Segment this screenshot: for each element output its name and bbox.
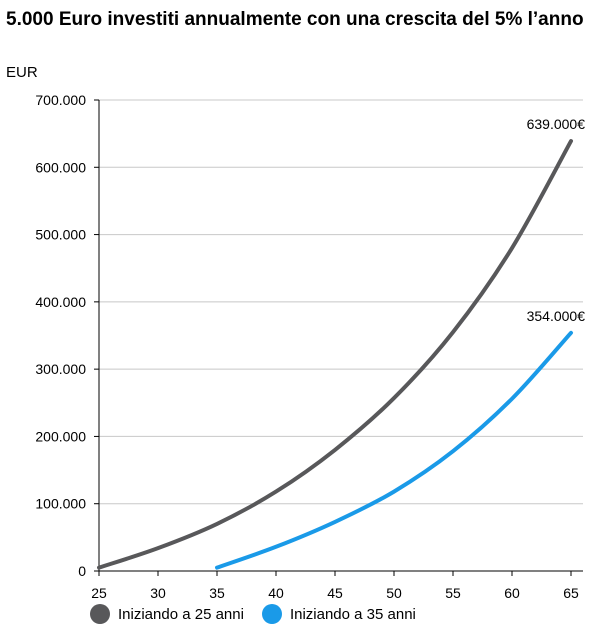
y-tick-label: 700.000 <box>35 92 86 108</box>
end-labels: 639.000€ 354.000€ <box>527 116 586 324</box>
end-value-label-1: 639.000€ <box>527 116 586 132</box>
legend: Iniziando a 25 anni Iniziando a 35 anni <box>90 604 434 624</box>
y-tick-label: 0 <box>78 563 86 579</box>
chart-title: 5.000 Euro investiti annualmente con una… <box>6 9 584 30</box>
y-tick-label: 400.000 <box>35 294 86 310</box>
x-tick-label: 50 <box>386 585 402 600</box>
line-chart: 0 100.000 200.000 300.000 400.000 500.000 600.… <box>35 92 586 600</box>
x-tick-label: 35 <box>209 585 225 600</box>
legend-label-series-1: Iniziando a 25 anni <box>118 605 244 623</box>
legend-swatch-series-2 <box>261 604 282 624</box>
y-tick-label: 100.000 <box>35 496 86 512</box>
x-tick-label: 45 <box>327 585 343 600</box>
series-line-2 <box>215 330 573 570</box>
y-tick-label: 300.000 <box>35 361 86 377</box>
y-axis-unit-label: EUR <box>6 64 38 81</box>
end-value-label-2: 354.000€ <box>527 308 586 324</box>
x-tick-label: 65 <box>563 585 579 600</box>
y-tick-label: 600.000 <box>35 159 86 175</box>
x-tick-label: 40 <box>268 585 284 600</box>
y-tick-label: 200.000 <box>35 428 86 444</box>
legend-item-series-2: Iniziando a 35 anni <box>261 604 416 624</box>
series-line-1 <box>97 139 573 570</box>
x-tick-label: 30 <box>150 585 166 600</box>
legend-swatch-series-1 <box>90 604 110 624</box>
series-lines <box>97 139 573 570</box>
x-tick-label: 60 <box>504 585 520 600</box>
legend-item-series-1: Iniziando a 25 anni <box>90 604 244 624</box>
y-axis-ticks: 0 100.000 200.000 300.000 400.000 500.000 600.… <box>35 92 99 579</box>
x-tick-label: 55 <box>445 585 461 600</box>
x-tick-label: 25 <box>91 585 107 600</box>
gridlines <box>99 99 583 505</box>
x-axis-ticks: 25 30 35 40 45 50 55 60 65 <box>91 571 579 600</box>
legend-label-series-2: Iniziando a 35 anni <box>289 605 416 623</box>
y-tick-label: 500.000 <box>35 227 86 243</box>
